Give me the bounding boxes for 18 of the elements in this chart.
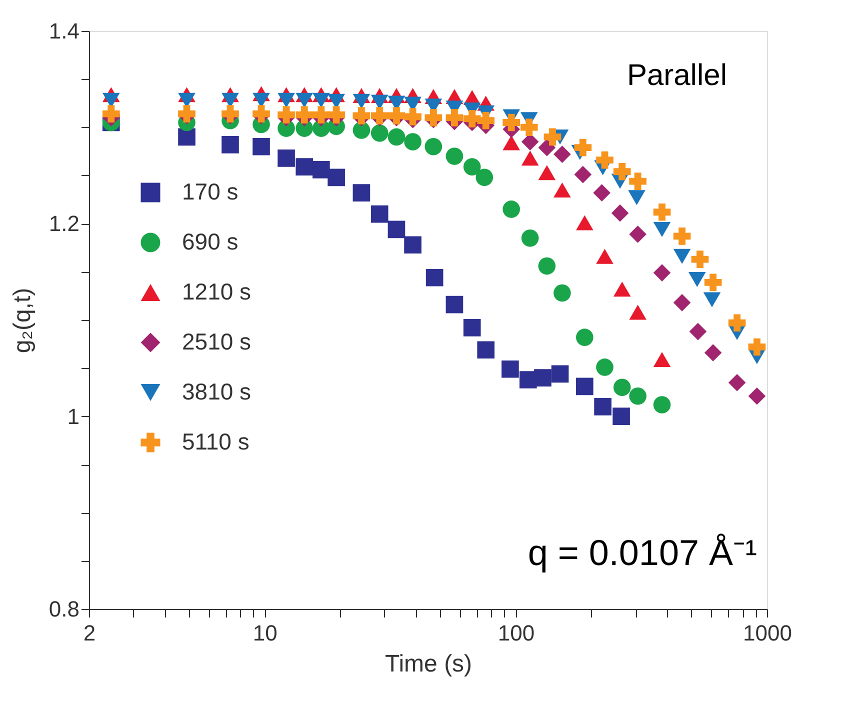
- y-tick-label: 0.8: [48, 596, 80, 622]
- legend-label: 5110 s: [182, 428, 250, 454]
- legend-label: 690 s: [182, 228, 238, 254]
- annotation: Parallel: [626, 59, 727, 92]
- x-tick-label: 1000: [743, 620, 792, 646]
- annotation: q = 0.0107 Å⁻¹: [528, 532, 757, 573]
- legend-label: 1210 s: [182, 278, 252, 304]
- y-axis-title: g₂(q,t): [8, 288, 36, 354]
- x-tick-label: 10: [252, 620, 278, 646]
- y-tick-label: 1.4: [48, 18, 80, 44]
- legend-label: 3810 s: [182, 378, 252, 404]
- x-tick-label: 2: [83, 620, 96, 646]
- legend-label: 170 s: [182, 178, 238, 204]
- x-axis-title: Time (s): [384, 650, 472, 678]
- y-tick-label: 1.2: [48, 211, 80, 236]
- x-tick-label: 100: [498, 620, 535, 646]
- y-tick-label: 1: [67, 404, 80, 429]
- legend-label: 2510 s: [182, 328, 252, 354]
